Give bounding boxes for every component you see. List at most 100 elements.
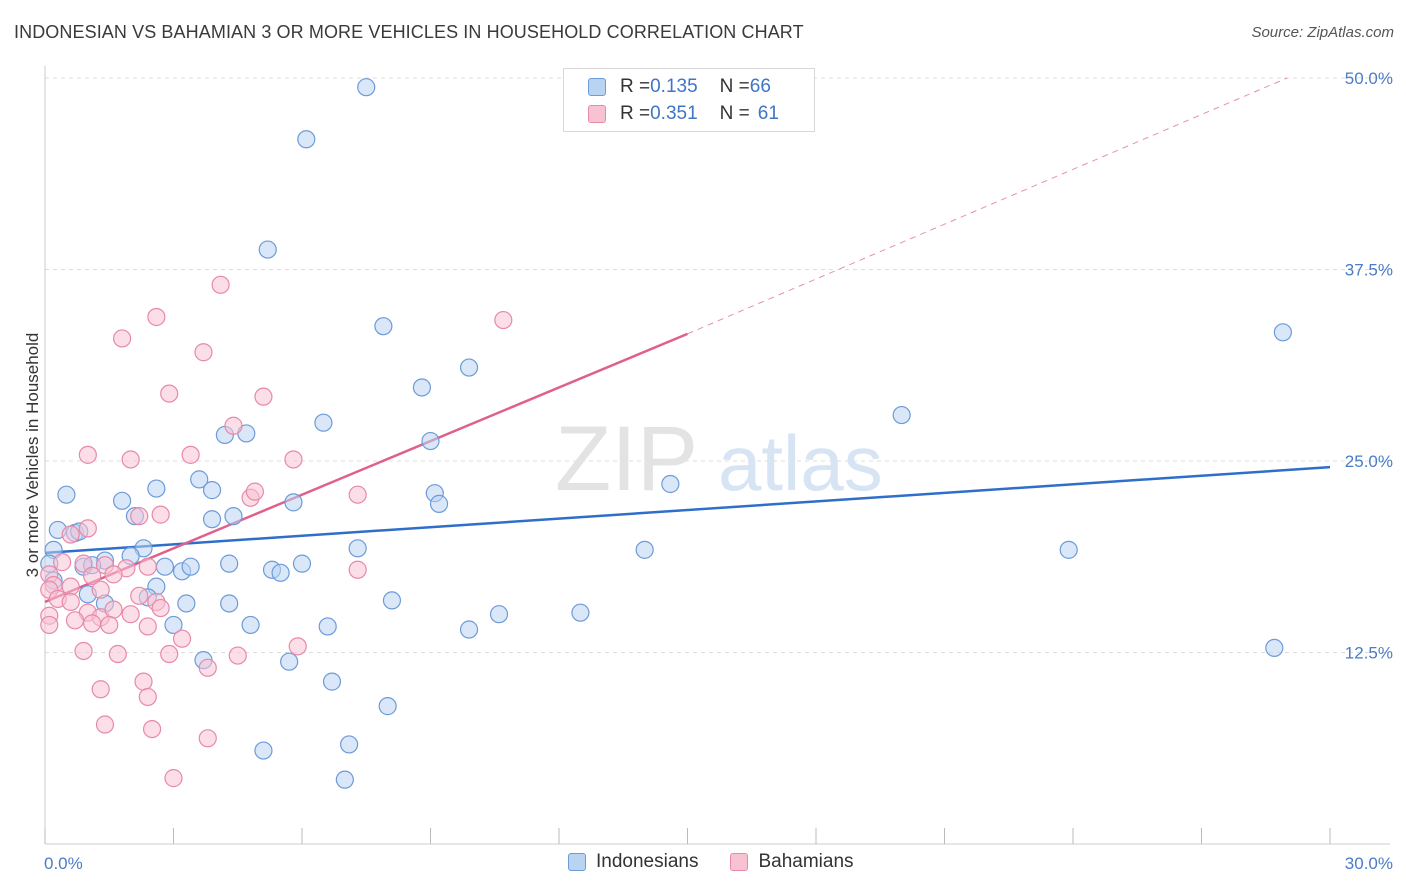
- indonesian-point: [202, 481, 222, 500]
- indonesian-point: [892, 405, 911, 425]
- bahamian-point: [138, 687, 157, 707]
- legend-swatch-pink: [730, 853, 749, 871]
- indonesian-point: [571, 603, 590, 622]
- indonesian-point: [1265, 638, 1284, 658]
- legend-n-value: 66: [749, 76, 771, 97]
- indonesian-point: [661, 474, 680, 494]
- indonesian-point: [348, 539, 367, 558]
- bahamian-trend-line: [44, 332, 688, 604]
- y-tick-label: 12.5%: [1345, 644, 1393, 663]
- bahamian-point: [104, 600, 123, 619]
- bahamian-point: [121, 450, 140, 469]
- watermark-atlas: atlas: [718, 419, 883, 507]
- bahamian-point: [211, 275, 230, 294]
- bahamian-point: [100, 615, 119, 635]
- indonesian-point: [374, 317, 393, 336]
- bahamian-point: [112, 329, 132, 348]
- indonesian-point: [271, 563, 290, 582]
- indonesian-point: [429, 494, 449, 513]
- indonesian-point: [155, 557, 175, 576]
- bahamian-point: [78, 519, 97, 538]
- indonesian-point: [220, 594, 239, 613]
- bahamian-point: [65, 611, 85, 630]
- bahamian-point: [134, 672, 153, 691]
- bahamian-point: [224, 416, 243, 435]
- legend-r-label: R =: [620, 76, 651, 97]
- bahamian-point: [108, 644, 127, 664]
- bahamian-point: [40, 615, 59, 635]
- bahamian-point: [91, 680, 110, 699]
- bahamian-point: [142, 719, 162, 739]
- grid-lines: [45, 77, 1390, 653]
- data-points: [40, 78, 1292, 789]
- indonesian-point: [164, 615, 183, 635]
- bahamian-point: [160, 644, 179, 664]
- indonesian-point: [412, 378, 432, 397]
- bahamian-point: [151, 598, 170, 618]
- legend-swatch-blue: [588, 78, 606, 96]
- bahamian-point: [130, 586, 149, 605]
- legend-swatch-blue: [568, 853, 586, 871]
- legend-swatch-pink: [588, 105, 606, 123]
- y-tick-label: 50.0%: [1345, 69, 1393, 88]
- legend-row-indonesians: R = 0.135 N = 66: [588, 75, 771, 99]
- bahamian-point: [172, 629, 192, 648]
- legend-r-value: 0.351: [650, 103, 698, 124]
- stats-legend: R = 0.135 N = 66 R = 0.351 N = 61: [563, 68, 815, 132]
- bahamian-point: [284, 450, 303, 469]
- bahamian-point: [245, 482, 264, 501]
- indonesian-point: [258, 240, 277, 259]
- watermark-zip: ZIP: [555, 408, 698, 510]
- bahamian-point: [164, 769, 183, 788]
- bahamian-point: [254, 387, 273, 406]
- legend-r-value: 0.135: [650, 76, 698, 97]
- bahamian-point: [74, 641, 93, 661]
- trend-lines: [44, 77, 1331, 604]
- bahamian-point: [348, 560, 367, 579]
- indonesian-point: [220, 554, 239, 573]
- bahamian-point: [91, 580, 110, 599]
- bahamian-point: [494, 310, 513, 330]
- indonesian-point: [1273, 323, 1292, 342]
- legend-row-bahamians: R = 0.351 N = 61: [588, 102, 779, 126]
- bahamian-point: [198, 729, 217, 748]
- indonesian-point: [459, 620, 479, 639]
- indonesian-point: [322, 672, 342, 691]
- indonesian-point: [297, 130, 316, 149]
- bahamian-point: [121, 605, 140, 624]
- bahamian-point: [198, 658, 217, 677]
- indonesian-point: [357, 78, 376, 97]
- indonesian-point: [459, 358, 479, 377]
- bahamian-point: [95, 715, 115, 734]
- indonesian-point: [635, 540, 654, 559]
- indonesian-point: [202, 510, 222, 529]
- legend-n-label: N =: [719, 103, 750, 124]
- indonesian-point: [382, 591, 402, 610]
- tick-labels: 12.5% 25.0% 37.5% 50.0% 0.0% 30.0%: [44, 69, 1393, 873]
- indonesian-point: [314, 413, 333, 432]
- indonesian-point: [190, 470, 209, 489]
- indonesian-point: [292, 554, 312, 573]
- indonesian-point: [421, 431, 440, 451]
- indonesian-point: [1059, 540, 1078, 559]
- legend-item-bahamians[interactable]: Bahamians: [730, 851, 854, 873]
- indonesian-point: [340, 735, 359, 754]
- legend-item-indonesians[interactable]: Indonesians: [568, 851, 698, 873]
- bahamian-trend-extension: [687, 77, 1288, 335]
- bahamian-point: [160, 384, 179, 403]
- indonesian-point: [284, 493, 303, 512]
- indonesian-point: [378, 697, 397, 716]
- indonesian-point: [241, 615, 260, 635]
- series-legend: Indonesians Bahamians: [568, 851, 886, 873]
- bahamian-point: [138, 557, 157, 576]
- legend-label-indonesians: Indonesians: [596, 851, 699, 872]
- x-tick-label: 30.0%: [1345, 854, 1393, 873]
- bahamian-point: [61, 525, 80, 544]
- legend-n-label: N =: [719, 76, 750, 97]
- bahamian-point: [181, 445, 200, 464]
- indonesian-point: [489, 605, 509, 624]
- bahamian-point: [138, 617, 157, 636]
- bahamian-point: [130, 507, 149, 526]
- indonesian-point: [177, 594, 196, 613]
